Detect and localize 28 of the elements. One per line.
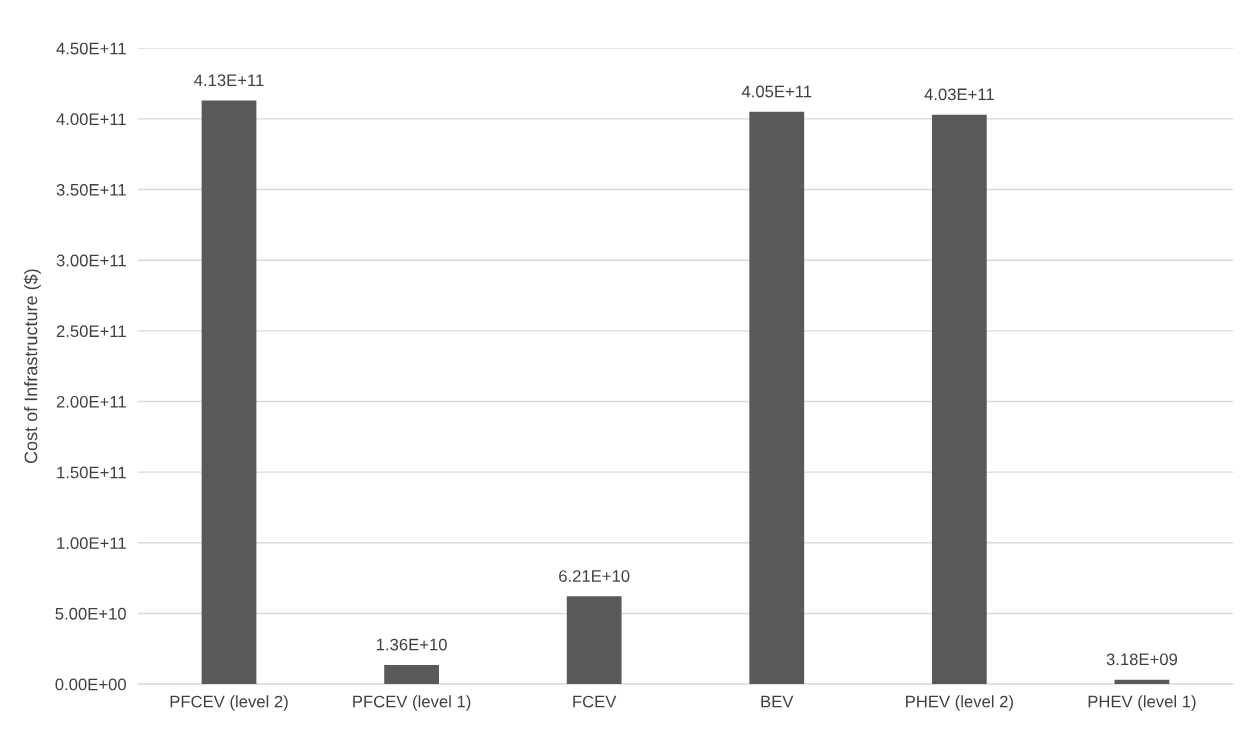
data-label: 1.36E+10 [376, 638, 447, 651]
y-axis-title: Cost of Infrastructure ($) [23, 269, 41, 464]
y-tick-label: 3.00E+11 [56, 254, 126, 267]
y-tick-label: 2.50E+11 [56, 325, 126, 338]
x-tick-label: PFCEV (level 2) [170, 695, 288, 711]
bar [931, 114, 987, 685]
y-tick-label: 3.50E+11 [56, 183, 126, 196]
data-label: 6.21E+10 [559, 570, 630, 582]
bar [749, 111, 805, 685]
x-tick-label: PHEV (level 1) [1088, 695, 1196, 711]
bar [201, 100, 257, 685]
y-tick-label: 5.00E+10 [55, 607, 126, 620]
data-label: 4.13E+11 [194, 74, 264, 87]
bar [384, 664, 439, 685]
x-tick-label: PFCEV (level 1) [353, 695, 471, 711]
y-tick-label: 4.50E+11 [56, 42, 126, 55]
data-label: 3.18E+09 [1106, 653, 1178, 666]
y-tick-label: 1.00E+11 [57, 537, 126, 550]
bar [566, 596, 622, 685]
y-tick-label: 0.00E+00 [55, 678, 126, 691]
x-tick-label: FCEV [573, 695, 617, 708]
y-tick-label: 1.50E+11 [57, 466, 126, 479]
y-tick-label: 4.00E+11 [56, 113, 126, 126]
y-tick-label: 2.00E+11 [56, 395, 126, 408]
data-label: 4.05E+11 [741, 85, 812, 98]
x-tick-label: BEV [761, 695, 794, 708]
x-tick-label: PHEV (level 2) [906, 695, 1013, 711]
data-label: 4.03E+11 [924, 88, 994, 101]
